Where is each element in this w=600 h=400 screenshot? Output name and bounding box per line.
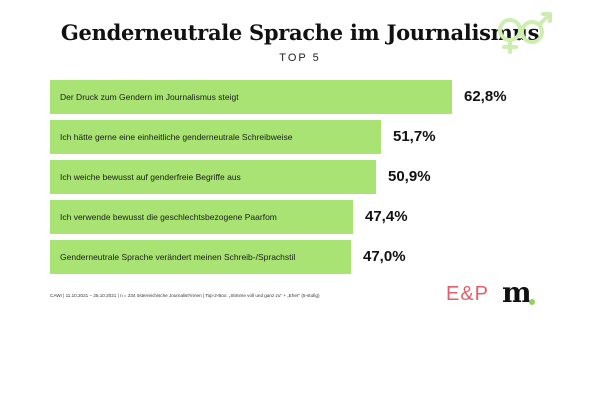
bar-5	[50, 240, 351, 274]
bar-label-2: Ich hätte gerne eine einheitliche gender…	[60, 132, 293, 142]
bar-1	[50, 80, 452, 114]
m-logo-dot	[529, 299, 535, 305]
bar-value-2: 51,7%	[393, 128, 436, 145]
chart-title: Genderneutrale Sprache im Journalismus	[60, 20, 540, 45]
bar-label-4: Ich verwende bewusst die geschlechtsbezo…	[60, 212, 277, 222]
m-logo: m	[502, 276, 532, 309]
bar-value-5: 47,0%	[363, 248, 406, 265]
footnote: CAWI | 11.10.2021 – 25.10.2021 | n = 234…	[50, 293, 320, 298]
bar-value-4: 47,4%	[365, 208, 408, 225]
bar-3	[50, 160, 376, 194]
chart-subtitle: TOP 5	[279, 52, 321, 64]
bar-value-3: 50,9%	[388, 168, 431, 185]
bar-4	[50, 200, 353, 234]
bar-2	[50, 120, 381, 154]
bar-label-3: Ich weiche bewusst auf genderfreie Begri…	[60, 172, 241, 182]
bar-label-1: Der Druck zum Gendern im Journalismus st…	[60, 92, 239, 102]
bar-label-5: Genderneutrale Sprache verändert meinen …	[60, 252, 296, 262]
gender-symbols-icon	[498, 12, 552, 54]
bar-value-1: 62,8%	[464, 88, 507, 105]
ep-logo: E&P	[446, 283, 490, 305]
